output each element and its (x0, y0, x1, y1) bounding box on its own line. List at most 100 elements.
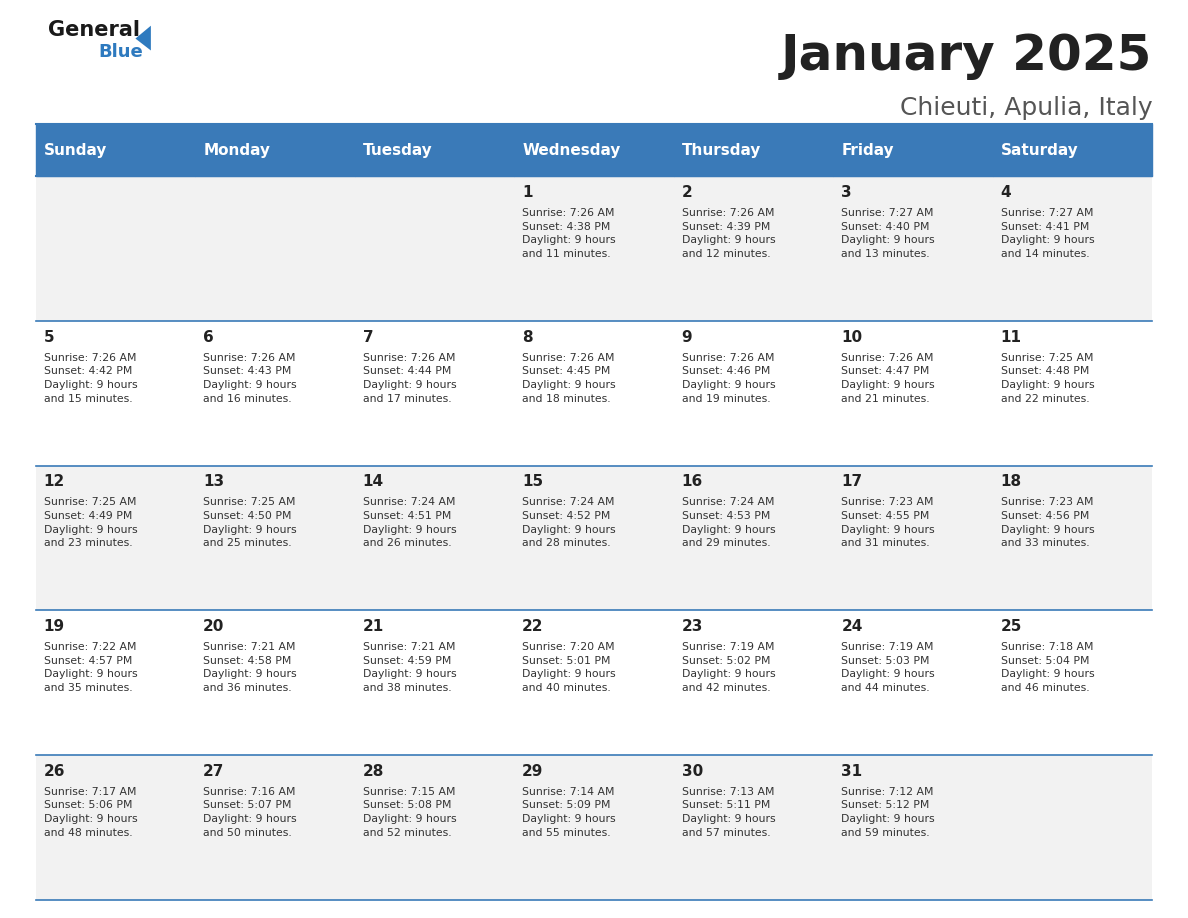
Text: 2: 2 (682, 185, 693, 200)
Text: 18: 18 (1000, 475, 1022, 489)
Text: 16: 16 (682, 475, 703, 489)
Text: 26: 26 (44, 764, 65, 778)
FancyBboxPatch shape (993, 321, 1152, 465)
Text: Sunrise: 7:21 AM
Sunset: 4:58 PM
Daylight: 9 hours
and 36 minutes.: Sunrise: 7:21 AM Sunset: 4:58 PM Dayligh… (203, 642, 297, 693)
Text: Sunrise: 7:20 AM
Sunset: 5:01 PM
Daylight: 9 hours
and 40 minutes.: Sunrise: 7:20 AM Sunset: 5:01 PM Dayligh… (523, 642, 615, 693)
FancyBboxPatch shape (833, 124, 993, 176)
Text: 17: 17 (841, 475, 862, 489)
Text: Sunrise: 7:13 AM
Sunset: 5:11 PM
Daylight: 9 hours
and 57 minutes.: Sunrise: 7:13 AM Sunset: 5:11 PM Dayligh… (682, 787, 776, 837)
Text: Sunrise: 7:26 AM
Sunset: 4:44 PM
Daylight: 9 hours
and 17 minutes.: Sunrise: 7:26 AM Sunset: 4:44 PM Dayligh… (362, 353, 456, 404)
Text: Sunrise: 7:23 AM
Sunset: 4:56 PM
Daylight: 9 hours
and 33 minutes.: Sunrise: 7:23 AM Sunset: 4:56 PM Dayligh… (1000, 498, 1094, 548)
Text: Sunrise: 7:24 AM
Sunset: 4:52 PM
Daylight: 9 hours
and 28 minutes.: Sunrise: 7:24 AM Sunset: 4:52 PM Dayligh… (523, 498, 615, 548)
FancyBboxPatch shape (36, 321, 195, 465)
Text: Sunrise: 7:24 AM
Sunset: 4:53 PM
Daylight: 9 hours
and 29 minutes.: Sunrise: 7:24 AM Sunset: 4:53 PM Dayligh… (682, 498, 776, 548)
FancyBboxPatch shape (355, 124, 514, 176)
FancyBboxPatch shape (195, 755, 355, 900)
FancyBboxPatch shape (195, 321, 355, 465)
FancyBboxPatch shape (833, 321, 993, 465)
Text: Sunrise: 7:26 AM
Sunset: 4:47 PM
Daylight: 9 hours
and 21 minutes.: Sunrise: 7:26 AM Sunset: 4:47 PM Dayligh… (841, 353, 935, 404)
Text: 7: 7 (362, 330, 373, 344)
Text: Sunrise: 7:19 AM
Sunset: 5:02 PM
Daylight: 9 hours
and 42 minutes.: Sunrise: 7:19 AM Sunset: 5:02 PM Dayligh… (682, 642, 776, 693)
Text: 27: 27 (203, 764, 225, 778)
Text: Sunrise: 7:21 AM
Sunset: 4:59 PM
Daylight: 9 hours
and 38 minutes.: Sunrise: 7:21 AM Sunset: 4:59 PM Dayligh… (362, 642, 456, 693)
FancyBboxPatch shape (355, 321, 514, 465)
FancyBboxPatch shape (514, 610, 674, 755)
FancyBboxPatch shape (195, 124, 355, 176)
FancyBboxPatch shape (36, 610, 195, 755)
Text: Thursday: Thursday (682, 142, 762, 158)
Text: Sunrise: 7:25 AM
Sunset: 4:48 PM
Daylight: 9 hours
and 22 minutes.: Sunrise: 7:25 AM Sunset: 4:48 PM Dayligh… (1000, 353, 1094, 404)
Text: 24: 24 (841, 619, 862, 634)
Text: 14: 14 (362, 475, 384, 489)
Text: Sunrise: 7:19 AM
Sunset: 5:03 PM
Daylight: 9 hours
and 44 minutes.: Sunrise: 7:19 AM Sunset: 5:03 PM Dayligh… (841, 642, 935, 693)
Text: 13: 13 (203, 475, 225, 489)
Text: 20: 20 (203, 619, 225, 634)
Text: 9: 9 (682, 330, 693, 344)
FancyBboxPatch shape (514, 321, 674, 465)
Text: Sunrise: 7:12 AM
Sunset: 5:12 PM
Daylight: 9 hours
and 59 minutes.: Sunrise: 7:12 AM Sunset: 5:12 PM Dayligh… (841, 787, 935, 837)
Text: Sunday: Sunday (44, 142, 107, 158)
Text: Sunrise: 7:25 AM
Sunset: 4:50 PM
Daylight: 9 hours
and 25 minutes.: Sunrise: 7:25 AM Sunset: 4:50 PM Dayligh… (203, 498, 297, 548)
Text: Saturday: Saturday (1000, 142, 1079, 158)
Text: Sunrise: 7:23 AM
Sunset: 4:55 PM
Daylight: 9 hours
and 31 minutes.: Sunrise: 7:23 AM Sunset: 4:55 PM Dayligh… (841, 498, 935, 548)
FancyBboxPatch shape (514, 124, 674, 176)
Text: Sunrise: 7:17 AM
Sunset: 5:06 PM
Daylight: 9 hours
and 48 minutes.: Sunrise: 7:17 AM Sunset: 5:06 PM Dayligh… (44, 787, 138, 837)
Text: 21: 21 (362, 619, 384, 634)
FancyBboxPatch shape (993, 465, 1152, 610)
Text: 30: 30 (682, 764, 703, 778)
Text: Wednesday: Wednesday (523, 142, 620, 158)
Text: Sunrise: 7:24 AM
Sunset: 4:51 PM
Daylight: 9 hours
and 26 minutes.: Sunrise: 7:24 AM Sunset: 4:51 PM Dayligh… (362, 498, 456, 548)
Text: Sunrise: 7:14 AM
Sunset: 5:09 PM
Daylight: 9 hours
and 55 minutes.: Sunrise: 7:14 AM Sunset: 5:09 PM Dayligh… (523, 787, 615, 837)
Text: Blue: Blue (99, 43, 144, 62)
FancyBboxPatch shape (195, 610, 355, 755)
FancyBboxPatch shape (514, 755, 674, 900)
Text: Tuesday: Tuesday (362, 142, 432, 158)
FancyBboxPatch shape (355, 465, 514, 610)
Text: Chieuti, Apulia, Italy: Chieuti, Apulia, Italy (899, 96, 1152, 120)
FancyBboxPatch shape (514, 465, 674, 610)
Text: Sunrise: 7:22 AM
Sunset: 4:57 PM
Daylight: 9 hours
and 35 minutes.: Sunrise: 7:22 AM Sunset: 4:57 PM Dayligh… (44, 642, 138, 693)
FancyBboxPatch shape (514, 176, 674, 321)
Text: Sunrise: 7:16 AM
Sunset: 5:07 PM
Daylight: 9 hours
and 50 minutes.: Sunrise: 7:16 AM Sunset: 5:07 PM Dayligh… (203, 787, 297, 837)
Text: Sunrise: 7:26 AM
Sunset: 4:45 PM
Daylight: 9 hours
and 18 minutes.: Sunrise: 7:26 AM Sunset: 4:45 PM Dayligh… (523, 353, 615, 404)
FancyBboxPatch shape (674, 465, 833, 610)
FancyBboxPatch shape (833, 465, 993, 610)
Text: 3: 3 (841, 185, 852, 200)
Text: 6: 6 (203, 330, 214, 344)
FancyBboxPatch shape (355, 610, 514, 755)
FancyBboxPatch shape (36, 176, 195, 321)
Text: 19: 19 (44, 619, 64, 634)
Polygon shape (135, 26, 151, 50)
Text: 22: 22 (523, 619, 544, 634)
Text: 23: 23 (682, 619, 703, 634)
Text: 11: 11 (1000, 330, 1022, 344)
Text: 31: 31 (841, 764, 862, 778)
FancyBboxPatch shape (833, 610, 993, 755)
FancyBboxPatch shape (355, 755, 514, 900)
FancyBboxPatch shape (36, 465, 195, 610)
Text: 28: 28 (362, 764, 384, 778)
Text: 12: 12 (44, 475, 65, 489)
FancyBboxPatch shape (36, 124, 195, 176)
Text: 10: 10 (841, 330, 862, 344)
FancyBboxPatch shape (674, 755, 833, 900)
Text: 5: 5 (44, 330, 55, 344)
FancyBboxPatch shape (674, 610, 833, 755)
FancyBboxPatch shape (993, 124, 1152, 176)
Text: 25: 25 (1000, 619, 1022, 634)
Text: Sunrise: 7:26 AM
Sunset: 4:42 PM
Daylight: 9 hours
and 15 minutes.: Sunrise: 7:26 AM Sunset: 4:42 PM Dayligh… (44, 353, 138, 404)
FancyBboxPatch shape (195, 176, 355, 321)
Text: Sunrise: 7:27 AM
Sunset: 4:40 PM
Daylight: 9 hours
and 13 minutes.: Sunrise: 7:27 AM Sunset: 4:40 PM Dayligh… (841, 208, 935, 259)
Text: Sunrise: 7:18 AM
Sunset: 5:04 PM
Daylight: 9 hours
and 46 minutes.: Sunrise: 7:18 AM Sunset: 5:04 PM Dayligh… (1000, 642, 1094, 693)
FancyBboxPatch shape (833, 176, 993, 321)
Text: 1: 1 (523, 185, 532, 200)
Text: Sunrise: 7:15 AM
Sunset: 5:08 PM
Daylight: 9 hours
and 52 minutes.: Sunrise: 7:15 AM Sunset: 5:08 PM Dayligh… (362, 787, 456, 837)
Text: Sunrise: 7:26 AM
Sunset: 4:46 PM
Daylight: 9 hours
and 19 minutes.: Sunrise: 7:26 AM Sunset: 4:46 PM Dayligh… (682, 353, 776, 404)
Text: Monday: Monday (203, 142, 270, 158)
FancyBboxPatch shape (195, 465, 355, 610)
FancyBboxPatch shape (674, 124, 833, 176)
FancyBboxPatch shape (355, 176, 514, 321)
Text: 29: 29 (523, 764, 544, 778)
FancyBboxPatch shape (993, 610, 1152, 755)
Text: Sunrise: 7:26 AM
Sunset: 4:43 PM
Daylight: 9 hours
and 16 minutes.: Sunrise: 7:26 AM Sunset: 4:43 PM Dayligh… (203, 353, 297, 404)
